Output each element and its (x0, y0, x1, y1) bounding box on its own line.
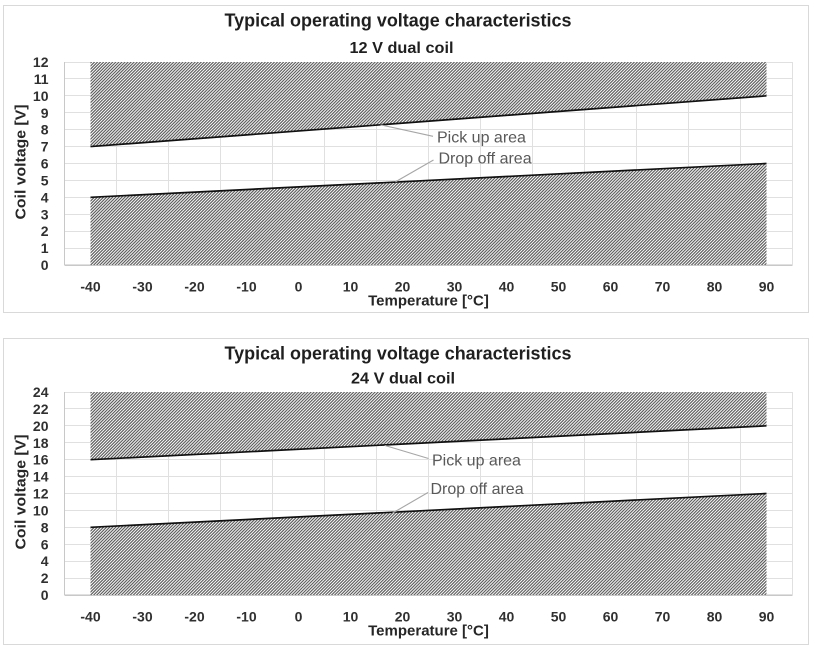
svg-text:14: 14 (33, 469, 49, 485)
svg-text:-30: -30 (132, 279, 152, 295)
svg-text:Drop off area: Drop off area (431, 481, 524, 498)
svg-text:22: 22 (33, 401, 49, 417)
svg-text:Typical operating voltage char: Typical operating voltage characteristic… (225, 11, 572, 31)
svg-text:6: 6 (41, 536, 49, 552)
svg-text:Pick up area: Pick up area (432, 453, 521, 470)
svg-text:16: 16 (33, 452, 49, 468)
svg-text:8: 8 (41, 122, 49, 138)
svg-text:6: 6 (41, 156, 49, 172)
svg-text:24 V dual coil: 24 V dual coil (351, 370, 455, 387)
svg-text:-40: -40 (80, 609, 100, 625)
svg-text:Temperature [°C]: Temperature [°C] (368, 623, 489, 640)
svg-text:-20: -20 (184, 609, 204, 625)
svg-text:Temperature [°C]: Temperature [°C] (368, 293, 489, 310)
svg-text:0: 0 (41, 587, 49, 603)
svg-text:12: 12 (33, 486, 49, 502)
svg-text:10: 10 (343, 279, 359, 295)
svg-text:-30: -30 (132, 609, 152, 625)
svg-text:-10: -10 (236, 609, 256, 625)
svg-text:2: 2 (41, 223, 49, 239)
svg-text:0: 0 (295, 279, 303, 295)
svg-text:90: 90 (759, 609, 775, 625)
svg-text:0: 0 (41, 257, 49, 273)
svg-text:8: 8 (41, 519, 49, 535)
svg-text:0: 0 (295, 609, 303, 625)
svg-text:Drop off area: Drop off area (439, 150, 532, 167)
svg-text:70: 70 (655, 279, 671, 295)
svg-text:80: 80 (707, 279, 723, 295)
svg-text:-20: -20 (184, 279, 204, 295)
svg-text:20: 20 (395, 279, 411, 295)
svg-text:9: 9 (41, 105, 49, 121)
svg-text:10: 10 (33, 88, 49, 104)
svg-text:40: 40 (499, 609, 515, 625)
svg-text:12 V dual coil: 12 V dual coil (350, 40, 454, 57)
svg-text:20: 20 (395, 609, 411, 625)
svg-text:4: 4 (41, 553, 49, 569)
svg-text:4: 4 (41, 189, 49, 205)
svg-text:18: 18 (33, 435, 49, 451)
svg-text:Typical operating voltage char: Typical operating voltage characteristic… (225, 344, 572, 364)
svg-text:-10: -10 (236, 279, 256, 295)
svg-text:10: 10 (343, 609, 359, 625)
svg-text:Pick up area: Pick up area (437, 129, 526, 146)
svg-text:60: 60 (603, 279, 619, 295)
svg-text:24: 24 (33, 384, 49, 400)
svg-text:10: 10 (33, 502, 49, 518)
svg-text:-40: -40 (80, 279, 100, 295)
svg-text:2: 2 (41, 570, 49, 586)
svg-text:Coil voltage [V]: Coil voltage [V] (12, 435, 29, 550)
svg-text:3: 3 (41, 206, 49, 222)
svg-text:20: 20 (33, 418, 49, 434)
svg-text:Coil voltage [V]: Coil voltage [V] (12, 105, 29, 220)
svg-text:7: 7 (41, 139, 49, 155)
svg-text:90: 90 (759, 279, 775, 295)
svg-text:30: 30 (447, 279, 463, 295)
svg-text:11: 11 (34, 71, 49, 87)
svg-text:5: 5 (41, 172, 49, 188)
svg-text:30: 30 (447, 609, 463, 625)
svg-text:50: 50 (551, 609, 567, 625)
svg-text:12: 12 (33, 54, 49, 70)
svg-text:40: 40 (499, 279, 515, 295)
svg-text:1: 1 (41, 240, 49, 256)
svg-text:60: 60 (603, 609, 619, 625)
svg-text:50: 50 (551, 279, 567, 295)
svg-text:80: 80 (707, 609, 723, 625)
svg-text:70: 70 (655, 609, 671, 625)
